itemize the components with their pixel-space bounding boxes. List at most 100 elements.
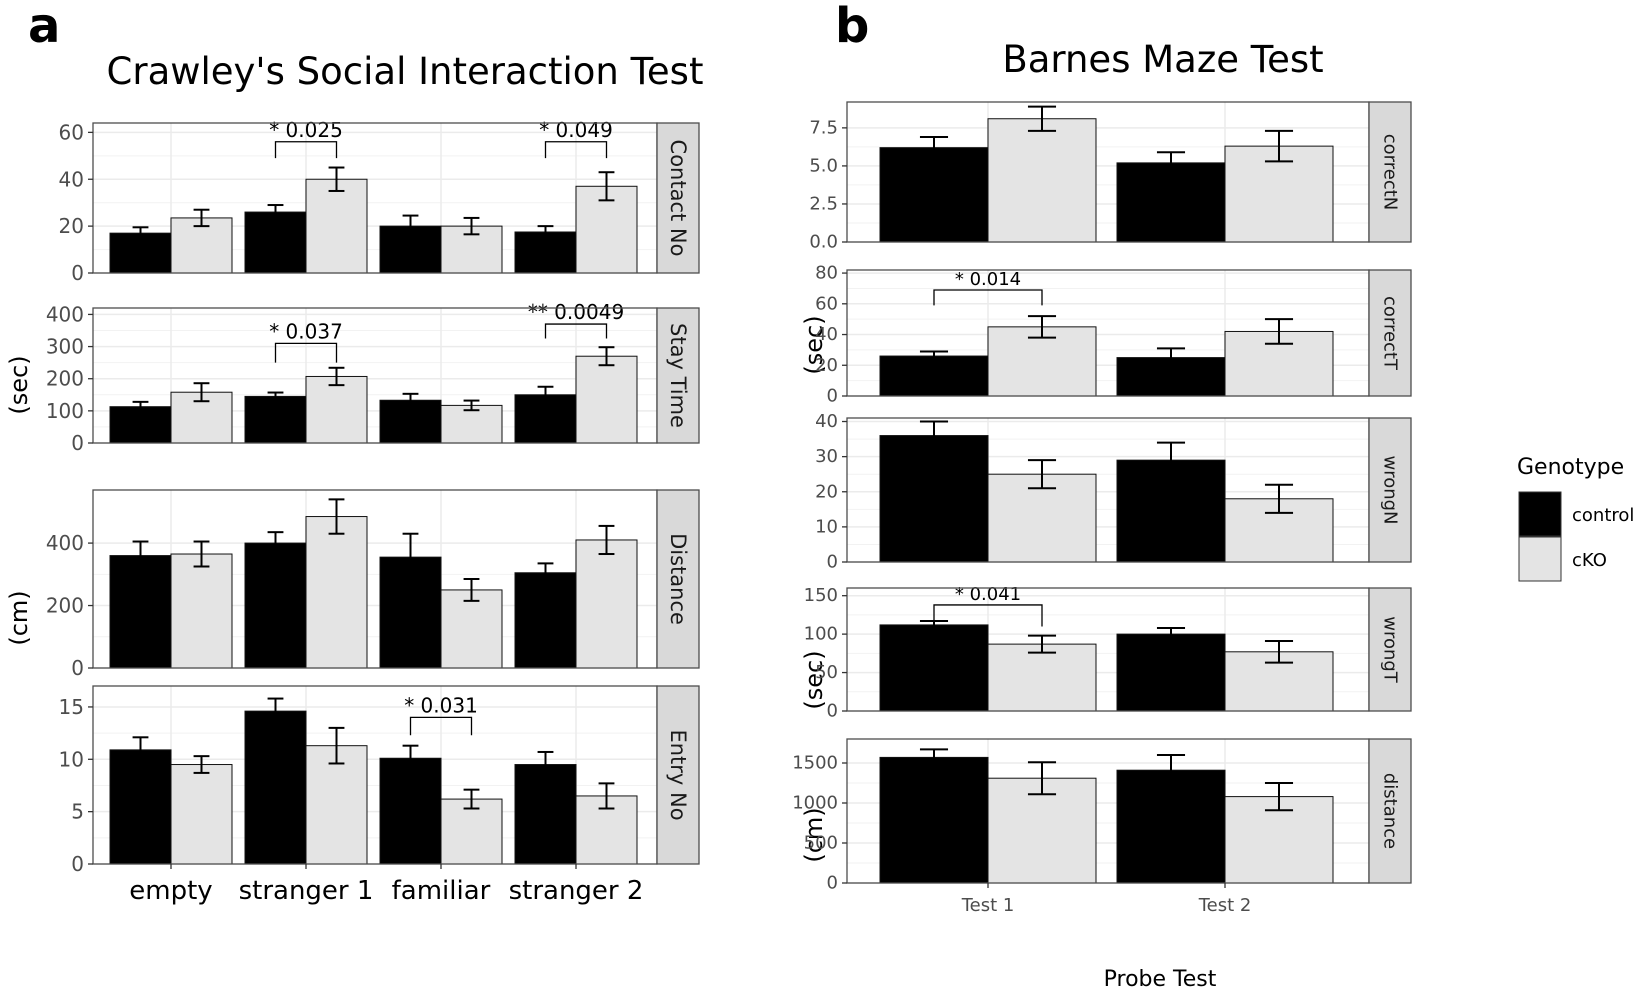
y-axis-unit-a-distance: (cm) (5, 590, 33, 645)
panel-letter-b: b (835, 0, 869, 54)
y-tick-label: 150 (804, 585, 838, 606)
y-axis-unit-b-wrongT: (sec) (800, 650, 828, 709)
facet-strip (1368, 417, 1412, 563)
bar-cKO (305, 178, 368, 274)
legend-swatch-control (1518, 491, 1562, 537)
bar-cKO (575, 355, 638, 444)
legend-label-control: control (1572, 505, 1634, 526)
y-tick-label: 100 (46, 399, 84, 423)
y-tick-label: 0 (71, 852, 84, 876)
bar-control (244, 710, 307, 865)
facet-strip (656, 307, 700, 444)
facet-wrongt: * 0.041 wrongT 0 50 100 150 (804, 584, 1412, 722)
y-tick-label: 400 (46, 531, 84, 555)
significance-bracket (274, 141, 338, 159)
y-tick-label: 200 (46, 594, 84, 618)
significance-bracket (544, 141, 608, 159)
y-tick-label: 40 (815, 411, 838, 432)
facet-wrongn: wrongN 0 10 20 30 40 (815, 411, 1412, 573)
bar-cKO (170, 764, 233, 865)
bar-cKO (987, 643, 1097, 712)
y-tick-label: 10 (59, 747, 84, 771)
y-tick-label: 400 (46, 302, 84, 326)
significance-bracket (544, 323, 608, 339)
facet-strip (1368, 738, 1412, 884)
bar-control (514, 572, 577, 669)
facet-correctt: * 0.014 correctT 0 20 40 60 80 (815, 263, 1412, 407)
bar-control (1116, 769, 1226, 884)
y-tick-label: 10 (815, 516, 838, 537)
bar-control (109, 749, 172, 865)
facet-strip (1368, 587, 1412, 712)
x-tick-label: stranger 1 (239, 876, 374, 906)
y-tick-label: 5.0 (809, 155, 838, 176)
bar-control (244, 395, 307, 444)
x-tick-label: stranger 2 (509, 876, 644, 906)
y-tick-label: 0 (827, 701, 838, 722)
legend-swatch-cKO (1518, 536, 1562, 582)
legend: Genotype control cKO (1517, 455, 1634, 582)
x-tick-label: familiar (392, 876, 491, 906)
bar-control (1116, 633, 1226, 712)
y-tick-label: 20 (815, 355, 838, 376)
bar-cKO (305, 375, 368, 444)
y-axis-unit-a-top: (sec) (5, 355, 33, 414)
facet-strip-label: Entry No (666, 729, 690, 820)
panel-letter-a: a (28, 0, 60, 54)
significance-bracket (409, 716, 473, 736)
significance-bracket (933, 604, 1043, 627)
y-tick-label: 20 (59, 214, 84, 238)
significance-label: * 0.025 (269, 118, 343, 142)
significance-label: * 0.041 (955, 584, 1021, 605)
facet-strip-label: wrongN (1380, 455, 1401, 524)
facet-contact-no: * 0.025 * 0.049 Contact No 0 20 40 60 (59, 118, 700, 285)
facet-strip-label: correctT (1380, 296, 1401, 371)
bar-control (879, 624, 989, 712)
bar-control (879, 355, 989, 397)
x-tick-label: Test 1 (961, 895, 1015, 916)
bar-control (879, 147, 989, 243)
facet-strip-label: distance (1380, 773, 1401, 849)
y-tick-label: 60 (59, 120, 84, 144)
bar-cKO (440, 798, 503, 865)
y-tick-label: 0 (827, 552, 838, 573)
facet-stay-time: * 0.037 ** 0.0049 Stay Time 0 100 200 300 400 (46, 300, 700, 455)
facet-panels: * 0.025 * 0.049 Contact No 0 20 40 60 * 0.037 **… (46, 101, 1412, 916)
significance-bracket (933, 289, 1043, 306)
bar-control (244, 211, 307, 274)
y-tick-label: 2.5 (809, 193, 838, 214)
x-tick-label: empty (129, 876, 212, 906)
facet-strip (656, 489, 700, 669)
x-tick-label: Test 2 (1198, 895, 1252, 916)
chart-title-b: Barnes Maze Test (1002, 38, 1323, 81)
bar-cKO (987, 118, 1097, 243)
facet-strip-label: Contact No (666, 140, 690, 257)
y-tick-label: 30 (815, 446, 838, 467)
y-tick-label: 40 (815, 324, 838, 345)
chart-title-a: Crawley's Social Interaction Test (107, 50, 704, 93)
y-tick-label: 500 (804, 833, 838, 854)
y-tick-label: 0 (71, 431, 84, 455)
facet-strip (656, 685, 700, 865)
facet-distance: distance 0 500 1000 1500 Test 1 Test 2 (792, 738, 1412, 916)
bar-control (879, 756, 989, 884)
y-tick-label: 0 (71, 656, 84, 680)
significance-label: * 0.031 (404, 693, 478, 717)
bar-control (109, 555, 172, 669)
y-tick-label: 1500 (792, 753, 838, 774)
significance-label: ** 0.0049 (528, 300, 624, 324)
bar-control (879, 435, 989, 563)
facet-entry-no: * 0.031 Entry No 0 5 10 15 empty stranger 1 fami… (59, 685, 700, 906)
y-tick-label: 0 (827, 386, 838, 407)
y-tick-label: 100 (804, 624, 838, 645)
legend-label-cKO: cKO (1572, 550, 1607, 571)
y-tick-label: 5 (71, 800, 84, 824)
facet-strip-label: correctN (1380, 134, 1401, 211)
significance-label: * 0.049 (539, 118, 613, 142)
significance-label: * 0.014 (955, 269, 1021, 290)
facet-distance: Distance 0 200 400 (46, 489, 700, 680)
y-tick-label: 200 (46, 367, 84, 391)
significance-label: * 0.037 (269, 319, 343, 343)
bar-cKO (440, 589, 503, 669)
bar-cKO (305, 516, 368, 669)
